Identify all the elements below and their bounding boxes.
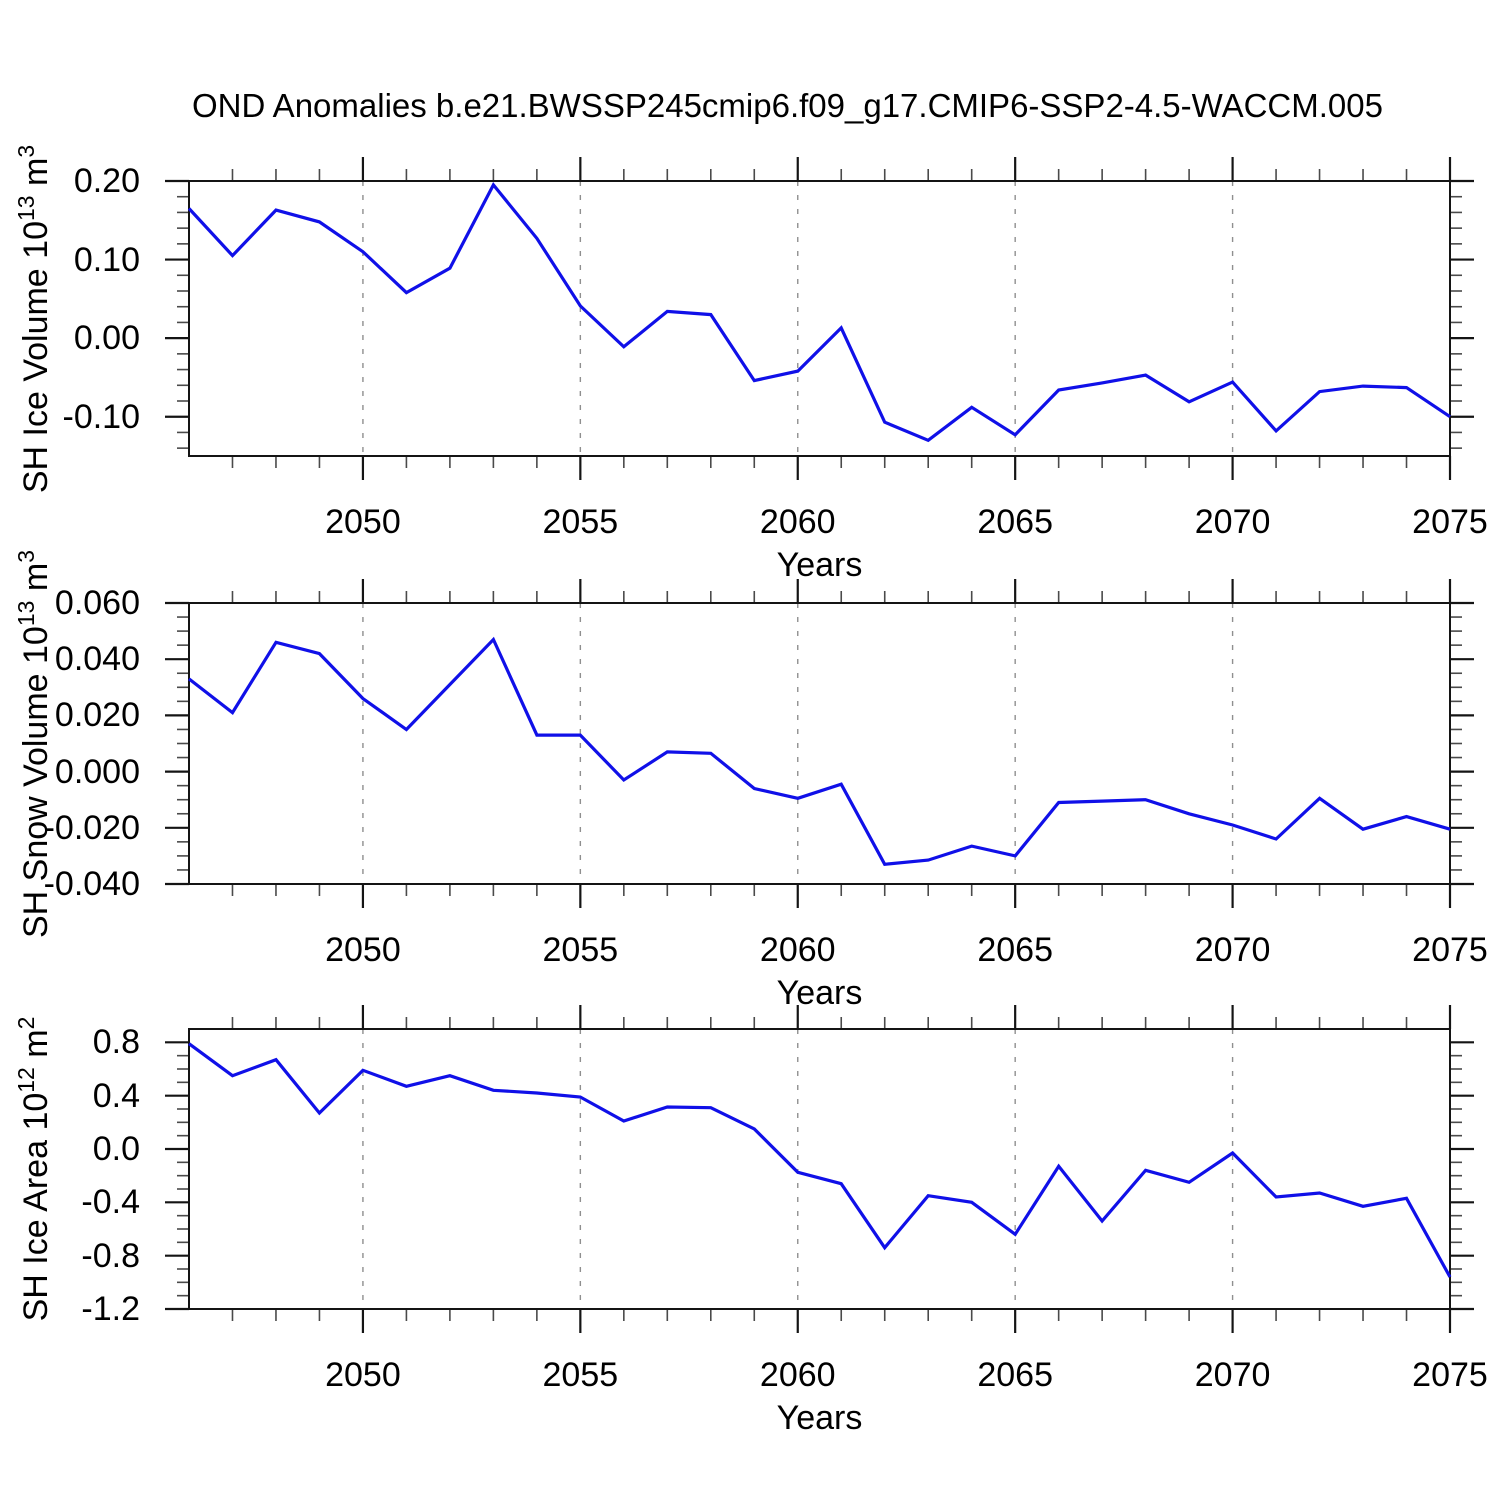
- x-tick-label: 2065: [977, 1356, 1053, 1394]
- series-line-sh-snow-volume: [188, 636, 1451, 866]
- y-axis-title-sh-snow-volume: SH Snow Volume 1013 m3: [13, 549, 55, 938]
- x-tick-label: 2060: [759, 931, 836, 969]
- y-tick-label: 0.8: [92, 1023, 140, 1062]
- panel-frame: [188, 1028, 1451, 1310]
- y-axis-title-sh-ice-volume: SH Ice Volume 1013 m3: [13, 144, 55, 493]
- y-axis-title-superscript: 12: [13, 1067, 39, 1093]
- y-tick-label: -0.10: [62, 397, 141, 436]
- y-axis-title-text: SH Snow Volume 10: [17, 625, 55, 938]
- x-tick-label: 2070: [1194, 1356, 1271, 1394]
- x-tick-label: 2065: [977, 931, 1053, 969]
- series-line-sh-ice-volume: [187, 182, 1451, 443]
- x-tick-label: 2070: [1194, 931, 1271, 969]
- y-tick-label: 0.0: [92, 1130, 140, 1168]
- x-tick-label: 2055: [542, 1356, 619, 1394]
- y-tick-label: -0.020: [43, 808, 140, 847]
- x-tick-label: 2055: [542, 931, 619, 969]
- y-tick-label: 0.00: [73, 319, 140, 358]
- x-tick-label: 2050: [325, 1356, 401, 1394]
- x-tick-label: 2050: [325, 503, 401, 541]
- y-tick-label: 0.060: [54, 584, 140, 622]
- x-tick-label: 2055: [542, 503, 619, 541]
- y-tick-label: -0.8: [81, 1236, 140, 1275]
- y-tick-label: 0.040: [54, 640, 140, 679]
- x-tick-label: 2065: [977, 503, 1053, 541]
- figure-title: OND Anomalies b.e21.BWSSP245cmip6.f09_g1…: [192, 87, 1383, 124]
- y-axis-title-superscript: 3: [13, 144, 39, 158]
- y-tick-label: -1.2: [81, 1290, 140, 1328]
- x-tick-label: 2075: [1412, 503, 1488, 541]
- y-axis-title-text: SH Ice Area 10: [17, 1092, 55, 1322]
- panel-frame: [188, 602, 1451, 885]
- x-tick-label: 2060: [759, 1356, 836, 1394]
- y-tick-label: 0.000: [54, 752, 140, 791]
- y-axis-title-sh-ice-area: SH Ice Area 1012 m2: [13, 1017, 55, 1322]
- y-tick-label: 0.20: [73, 162, 140, 200]
- x-tick-label: 2075: [1412, 931, 1488, 969]
- x-axis-title: Years: [776, 1399, 863, 1437]
- y-axis-title-text: m: [17, 157, 55, 195]
- x-tick-label: 2050: [325, 931, 401, 969]
- y-axis-title-text: SH Ice Volume 10: [17, 220, 55, 493]
- x-tick-label: 2060: [759, 503, 836, 541]
- y-axis-title-superscript: 13: [13, 194, 39, 221]
- y-tick-label: 0.4: [92, 1076, 140, 1115]
- y-axis-title-text: m: [17, 1029, 55, 1068]
- x-tick-label: 2070: [1194, 503, 1271, 541]
- y-axis-title-superscript: 2: [13, 1016, 39, 1030]
- panel-frame: [188, 180, 1451, 457]
- x-axis-title: Years: [776, 974, 863, 1012]
- y-axis-title-superscript: 13: [13, 600, 39, 626]
- x-tick-label: 2075: [1412, 1356, 1488, 1394]
- y-axis-title-text: m: [17, 562, 55, 601]
- series-line-sh-ice-area: [188, 1042, 1452, 1278]
- y-tick-label: 0.020: [54, 696, 140, 735]
- y-tick-label: -0.040: [43, 865, 140, 903]
- y-tick-label: 0.10: [73, 240, 140, 279]
- y-axis-title-superscript: 3: [13, 549, 39, 563]
- x-axis-title: Years: [776, 546, 863, 584]
- y-tick-label: -0.4: [81, 1183, 140, 1222]
